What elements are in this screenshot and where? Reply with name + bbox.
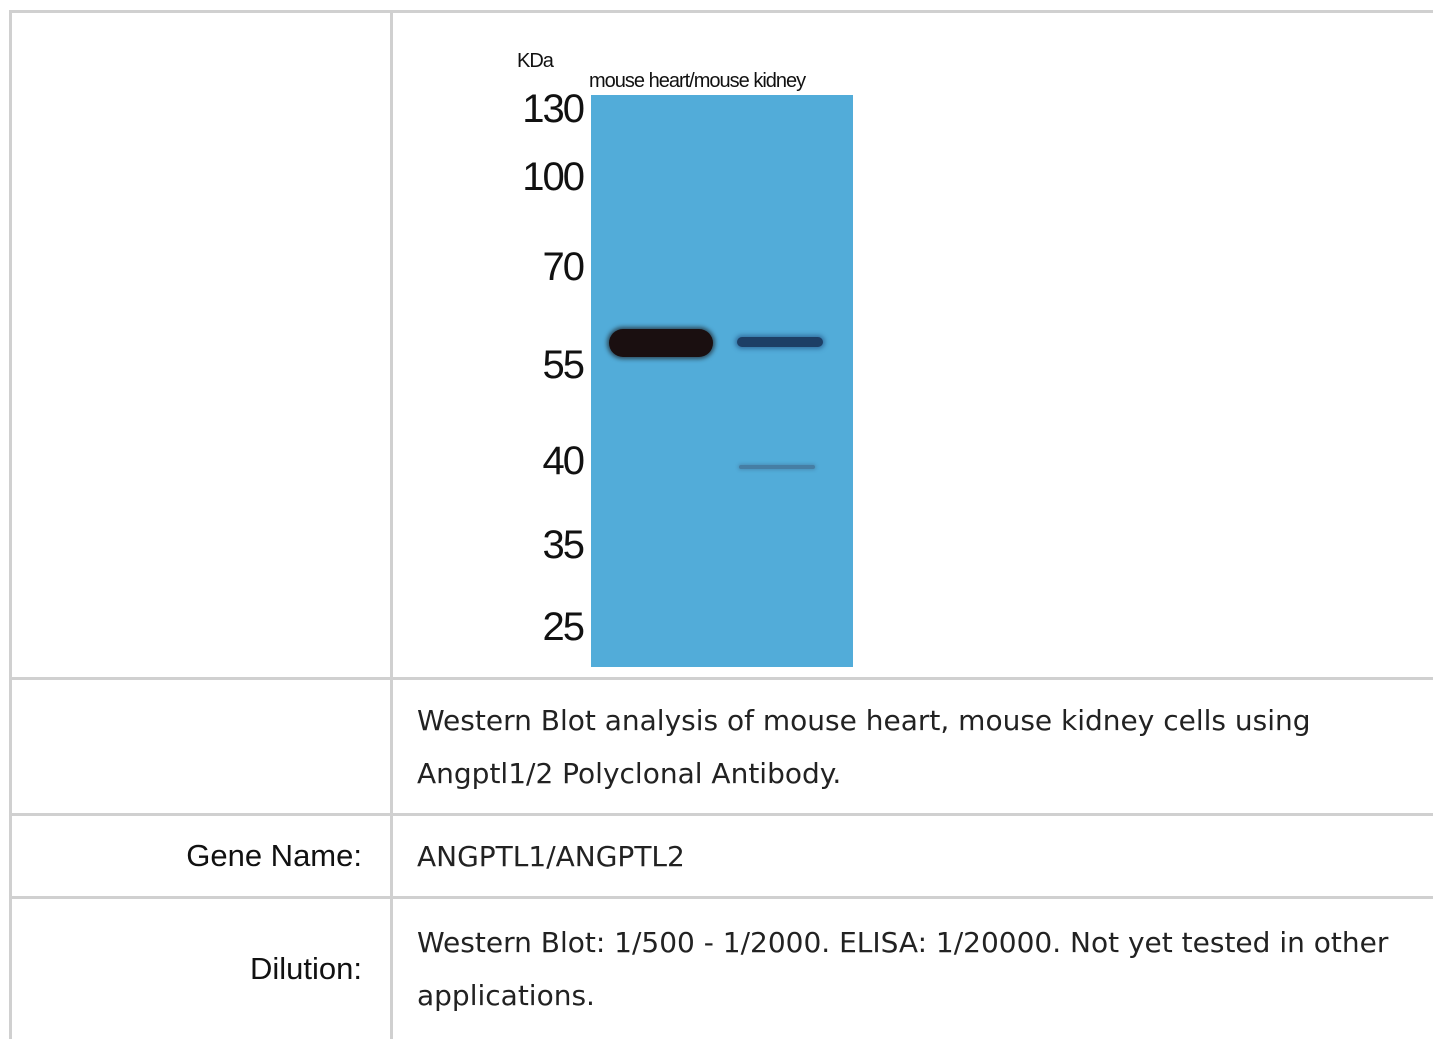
dilution-row: Dilution: Western Blot: 1/500 - 1/2000. …: [9, 896, 1433, 1039]
image-row: KDa mouse heart/mouse kidney 130 100 70 …: [9, 10, 1433, 677]
gene-name-label: Gene Name:: [9, 816, 393, 896]
caption-row-label-cell: [9, 680, 393, 813]
marker-100: 100: [522, 155, 585, 199]
marker-70: 70: [542, 245, 586, 289]
western-blot-figure: KDa mouse heart/mouse kidney 130 100 70 …: [443, 13, 853, 673]
marker-25: 25: [542, 605, 586, 649]
band-mouse-kidney: [737, 337, 823, 347]
band-mouse-kidney-faint: [739, 465, 815, 469]
image-row-value-cell: KDa mouse heart/mouse kidney 130 100 70 …: [393, 13, 1433, 677]
gene-name-value: ANGPTL1/ANGPTL2: [417, 839, 685, 873]
dilution-label: Dilution:: [9, 899, 393, 1039]
image-row-label-cell: [9, 13, 393, 677]
product-info-table: KDa mouse heart/mouse kidney 130 100 70 …: [9, 10, 1433, 1039]
lane-label: mouse heart/mouse kidney: [589, 70, 806, 92]
blot-membrane: [591, 95, 853, 667]
caption-row: Western Blot analysis of mouse heart, mo…: [9, 677, 1433, 813]
kda-label: KDa: [517, 50, 554, 72]
marker-55: 55: [542, 343, 586, 387]
marker-35: 35: [542, 523, 586, 567]
marker-40: 40: [542, 439, 586, 483]
gene-name-row: Gene Name: ANGPTL1/ANGPTL2: [9, 813, 1433, 896]
band-mouse-heart: [609, 329, 713, 357]
dilution-value: Western Blot: 1/500 - 1/2000. ELISA: 1/2…: [417, 926, 1389, 1012]
marker-130: 130: [522, 87, 585, 131]
figure-caption: Western Blot analysis of mouse heart, mo…: [417, 703, 1311, 790]
